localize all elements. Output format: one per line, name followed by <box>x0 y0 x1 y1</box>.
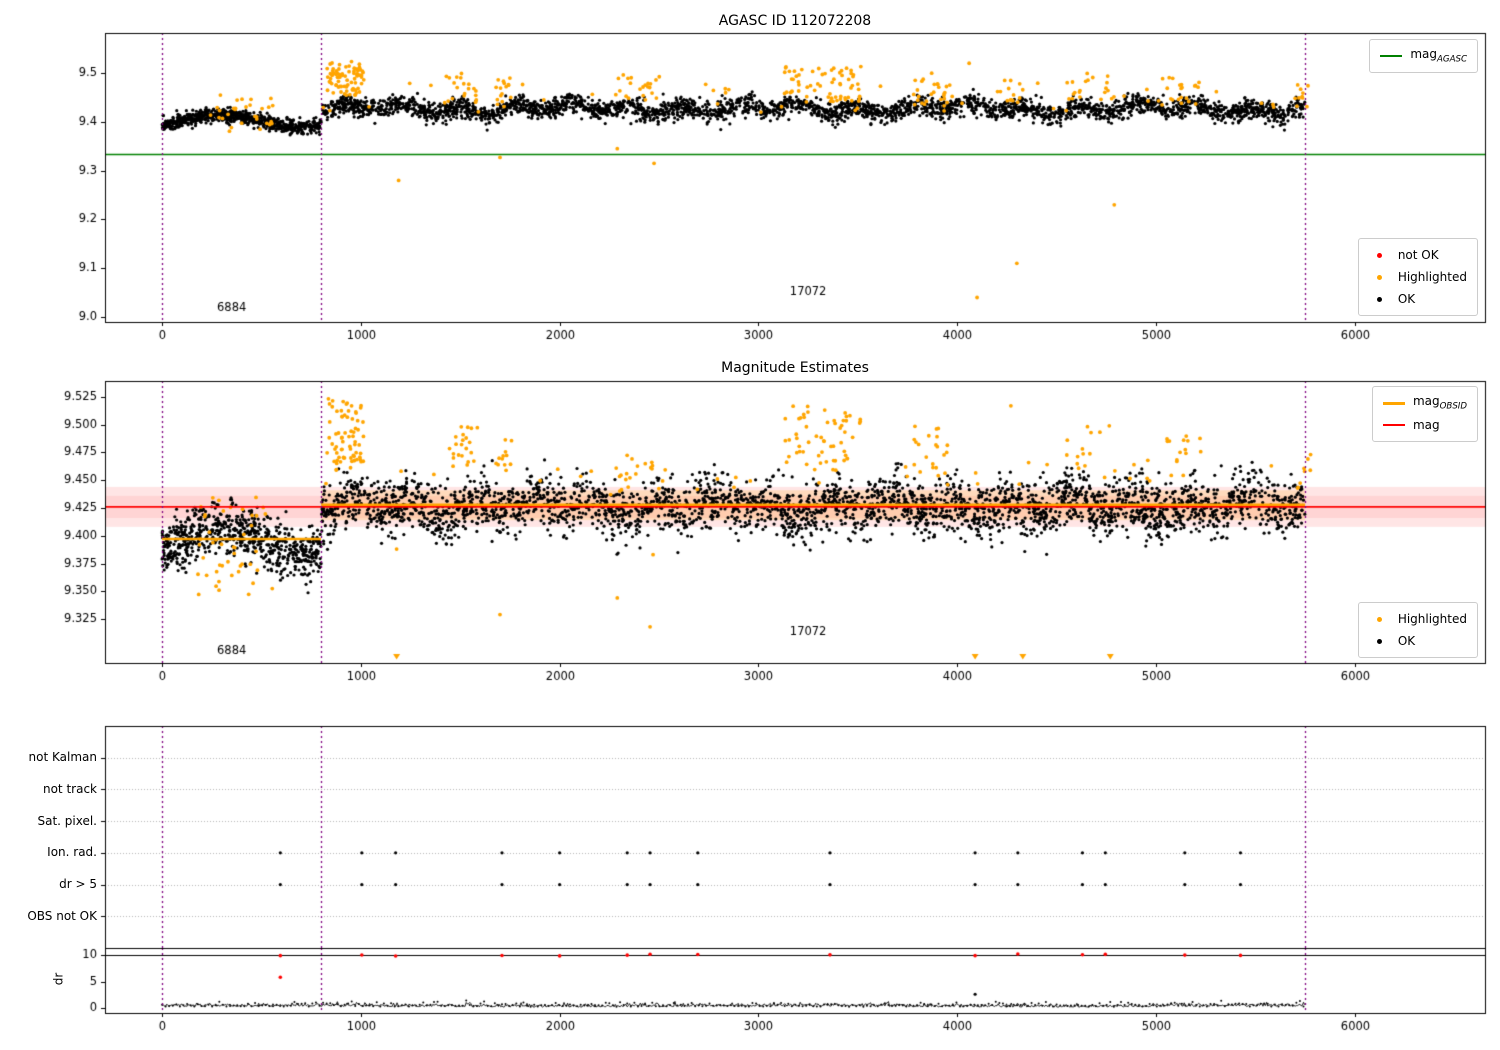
legend-entry: OK <box>1369 630 1467 652</box>
legend-entry: magOBSID <box>1382 392 1467 414</box>
line-marker-icon <box>1382 401 1405 405</box>
legend-entry: Highlighted <box>1369 266 1467 288</box>
legend-label: magOBSID <box>1412 394 1467 412</box>
top-plot-title: AGASC ID 112072208 <box>718 13 872 29</box>
dot-marker-icon <box>1376 638 1382 644</box>
legend-l0a: magAGASC <box>1369 39 1478 73</box>
legend-entry: OK <box>1369 288 1467 310</box>
legend-label: mag <box>1412 418 1440 432</box>
legend-label: not OK <box>1397 248 1439 262</box>
legend-label: OK <box>1397 634 1416 648</box>
legend-l1b: Highlighted OK <box>1357 602 1478 658</box>
line-marker-icon <box>1380 55 1403 57</box>
line-marker-icon <box>1382 424 1405 426</box>
legend-entry: mag <box>1382 414 1467 436</box>
legend-label: Highlighted <box>1397 612 1467 626</box>
dot-marker-icon <box>1376 296 1382 302</box>
dot-marker-icon <box>1376 616 1382 622</box>
legend-label: magAGASC <box>1410 47 1467 65</box>
legend-entry: not OK <box>1369 244 1467 266</box>
legend-label: Highlighted <box>1397 270 1467 284</box>
dot-marker-icon <box>1376 252 1382 258</box>
legend-entry: Highlighted <box>1369 608 1467 630</box>
legend-l1a: magOBSID mag <box>1371 386 1478 442</box>
legend-entry: magAGASC <box>1380 45 1467 67</box>
dr-axis-label: dr <box>51 972 66 986</box>
legend-label: OK <box>1397 292 1416 306</box>
legend-l0b: not OK Highlighted OK <box>1357 238 1478 316</box>
dot-marker-icon <box>1376 274 1382 280</box>
magnitude-estimates-title: Magnitude Estimates <box>721 360 869 376</box>
